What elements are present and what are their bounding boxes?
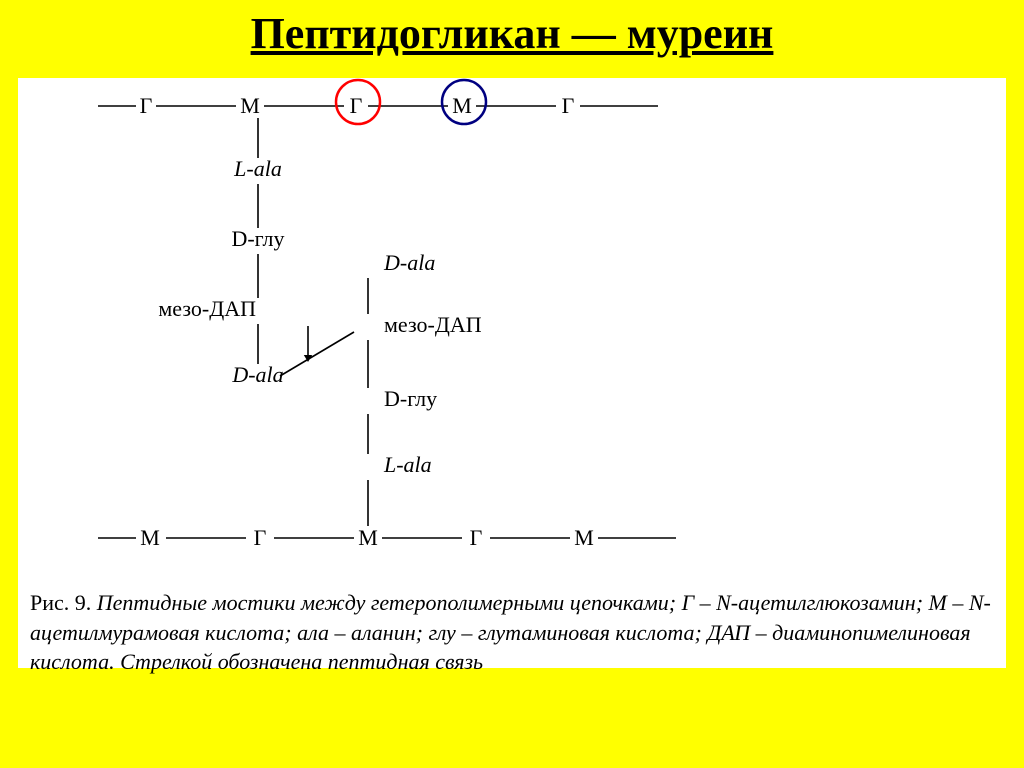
amino-acid-label: мезо-ДАП: [158, 296, 256, 321]
glycan-unit-label: М: [140, 525, 160, 550]
amino-acid-label: мезо-ДАП: [384, 312, 482, 337]
glycan-unit-label: М: [358, 525, 378, 550]
slide-root: Пептидогликан — муреин Г М Г М Г М Г М Г М L-ala D-…: [0, 0, 1024, 768]
figure-area: Г М Г М Г М Г М Г М L-ala D-глу мезо-ДАП D-ala D-ala ме…: [18, 78, 1006, 668]
amino-acid-label: D-глу: [231, 226, 284, 251]
glycan-unit-label: Г: [254, 525, 267, 550]
figure-caption: Рис. 9. Пептидные мостики между гетеропо…: [30, 588, 994, 677]
peptidoglycan-diagram: Г М Г М Г М Г М Г М L-ala D-глу мезо-ДАП D-ala D-ala ме…: [18, 78, 1006, 668]
amino-acid-label: D-ala: [383, 250, 435, 275]
glycan-unit-label: Г: [562, 93, 575, 118]
glycan-unit-label: М: [452, 93, 472, 118]
glycan-unit-label: Г: [140, 93, 153, 118]
amino-acid-label: L-ala: [233, 156, 282, 181]
glycan-unit-label: Г: [470, 525, 483, 550]
caption-lead: Рис. 9.: [30, 590, 91, 615]
caption-text: Пептидные мостики между гетерополимерным…: [30, 590, 991, 674]
amino-acid-label: D-ala: [231, 362, 283, 387]
crosslink-bond: [280, 332, 354, 376]
amino-acid-label: L-ala: [383, 452, 432, 477]
glycan-unit-label: Г: [350, 93, 363, 118]
slide-title: Пептидогликан — муреин: [0, 0, 1024, 59]
glycan-unit-label: М: [240, 93, 260, 118]
amino-acid-label: D-глу: [384, 386, 437, 411]
glycan-unit-label: М: [574, 525, 594, 550]
